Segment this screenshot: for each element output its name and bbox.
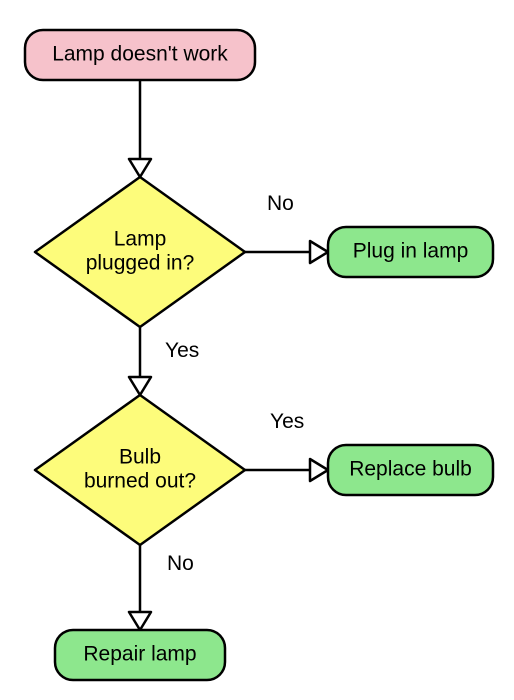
node-label-plugged: Lamp xyxy=(114,227,167,250)
node-label-bulb: burned out? xyxy=(84,470,196,493)
node-label-replace: Replace bulb xyxy=(349,458,472,481)
lamp-flowchart: No Yes Yes No Lamp doesn't work Lampplugged i… xyxy=(0,0,514,700)
node-label-repair: Repair lamp xyxy=(83,643,196,666)
arrowhead-e4 xyxy=(310,459,328,481)
node-label-plugged: plugged in? xyxy=(86,252,195,275)
node-label-bulb: Bulb xyxy=(119,445,161,468)
edge-label-e5: No xyxy=(167,552,194,575)
node-label-plug_in: Plug in lamp xyxy=(353,240,469,263)
arrowhead-e5 xyxy=(129,612,151,630)
edge-label-e2: No xyxy=(267,192,294,215)
arrowhead-e2 xyxy=(310,241,328,263)
arrowhead-e1 xyxy=(129,159,151,177)
arrowhead-e3 xyxy=(129,377,151,395)
edge-label-e4: Yes xyxy=(270,410,304,433)
node-label-start: Lamp doesn't work xyxy=(52,43,228,66)
edge-label-e3: Yes xyxy=(165,339,199,362)
